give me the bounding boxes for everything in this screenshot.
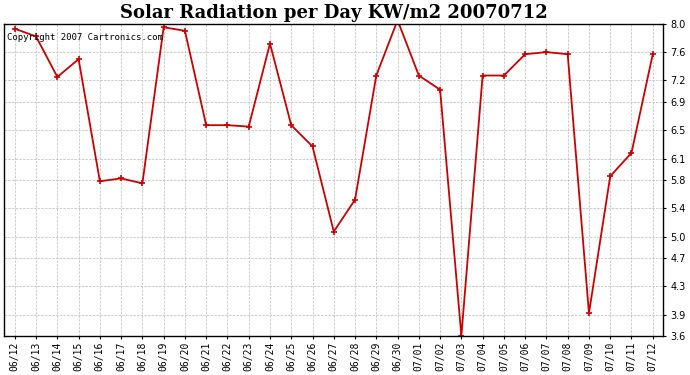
Text: Copyright 2007 Cartronics.com: Copyright 2007 Cartronics.com <box>8 33 164 42</box>
Title: Solar Radiation per Day KW/m2 20070712: Solar Radiation per Day KW/m2 20070712 <box>120 4 548 22</box>
